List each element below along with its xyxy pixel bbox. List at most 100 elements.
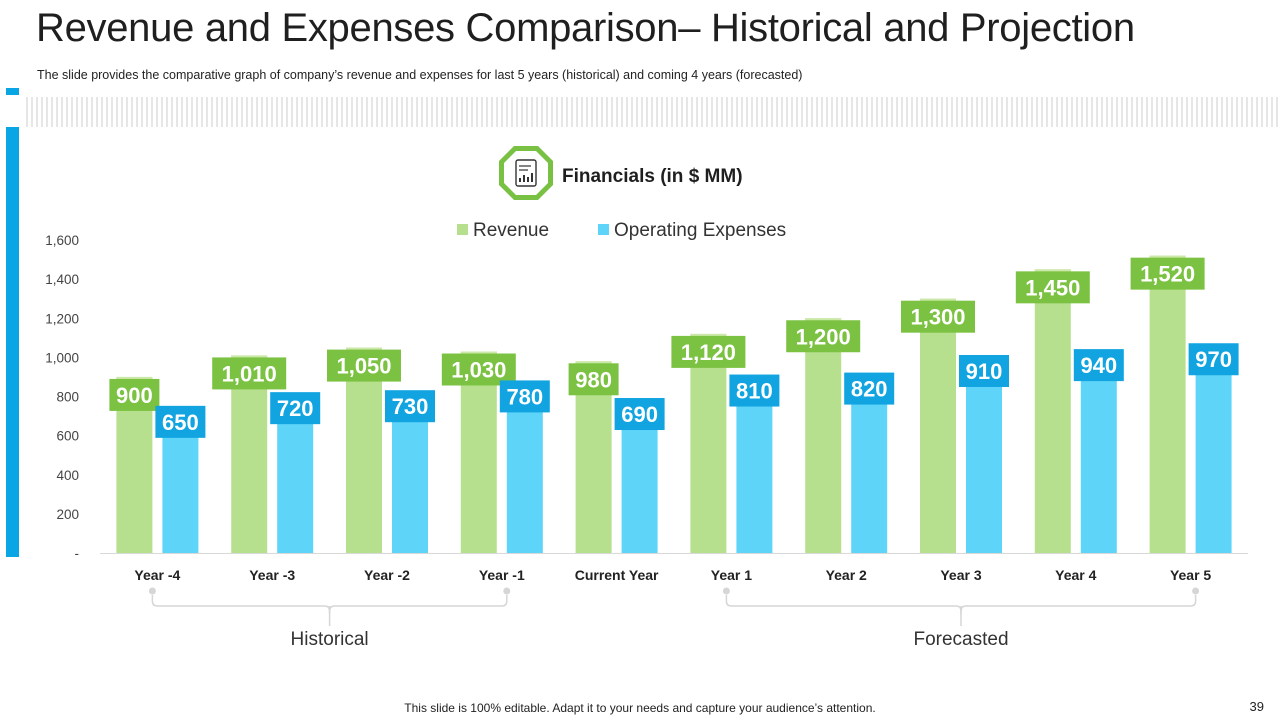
bar-expenses (1080, 369, 1117, 553)
bars-layer: 900 1,010 1,050 1,030 980 1,120 1,200 1,300 1,45… (109, 255, 1239, 553)
bar-revenue (920, 298, 956, 553)
bar-expenses (506, 400, 543, 553)
data-label-box (1015, 271, 1090, 304)
x-tick-label: Year -1 (479, 567, 525, 583)
bar-revenue (1034, 269, 1071, 553)
data-label-box (1130, 257, 1205, 290)
bar-expenses (392, 410, 428, 553)
x-tick-label: Year -2 (364, 567, 410, 583)
chart-title: Financials (in $ MM) (562, 166, 743, 187)
data-label: 1,200 (796, 324, 851, 349)
data-label: 650 (162, 410, 199, 435)
data-label: 940 (1080, 353, 1117, 378)
group-historical-bracket (151, 595, 508, 614)
bar-expenses (966, 374, 1002, 553)
footer-note: This slide is 100% editable. Adapt it to… (404, 701, 876, 715)
legend-swatch-1 (598, 224, 609, 235)
data-label: 780 (506, 384, 543, 409)
y-axis: - 200 400 600 800 1,000 1,200 1,400 1,600 (45, 233, 79, 561)
data-label: 970 (1195, 347, 1232, 372)
data-label-box (729, 374, 780, 407)
data-label-box (786, 320, 861, 353)
x-tick-label: Year 2 (826, 567, 867, 583)
bar-revenue (805, 318, 842, 553)
financial-report-icon (499, 146, 553, 200)
accent-marker (6, 88, 19, 95)
y-tick-label: 600 (56, 429, 79, 444)
data-label: 1,450 (1025, 275, 1080, 300)
y-tick-label: 1,000 (45, 350, 79, 365)
group-forecasted-bracket (725, 595, 1197, 614)
y-tick-label: 1,400 (45, 272, 79, 287)
y-tick-label: 200 (56, 507, 79, 522)
bar-revenue (1149, 255, 1186, 553)
x-tick-label: Year 4 (1055, 567, 1096, 583)
dotted-divider (26, 97, 1280, 127)
x-tick-label: Current Year (575, 567, 659, 583)
y-tick-label: - (75, 546, 80, 561)
data-label: 1,050 (336, 354, 391, 379)
data-label-box (568, 363, 619, 396)
data-label-box (499, 380, 550, 413)
bar-revenue (690, 333, 727, 553)
period-groups: Historical Forecasted (148, 587, 1200, 650)
data-label-box (109, 378, 160, 411)
bar-expenses (736, 394, 773, 553)
x-tick-label: Year -4 (134, 567, 180, 583)
data-label: 1,520 (1140, 262, 1195, 287)
data-label: 810 (736, 379, 773, 404)
group-historical-label: Historical (291, 629, 369, 650)
page-number: 39 (1249, 699, 1264, 714)
data-label: 1,300 (910, 305, 965, 330)
bar-expenses (162, 425, 199, 553)
data-label: 820 (851, 377, 888, 402)
slide-title: Revenue and Expenses Comparison– Histori… (36, 6, 1135, 50)
data-label-box (901, 300, 975, 333)
data-label-box (212, 357, 287, 390)
data-label-box (1073, 349, 1124, 382)
x-tick-label: Year 1 (711, 567, 752, 583)
data-label: 720 (277, 396, 314, 421)
group-forecasted-dot-left (722, 587, 730, 595)
data-label-box (441, 353, 516, 386)
y-tick-label: 800 (56, 390, 79, 405)
data-label: 1,120 (681, 340, 736, 365)
bar-expenses (621, 418, 658, 553)
data-label-box (1188, 343, 1239, 376)
data-label-box (844, 372, 895, 405)
x-tick-label: Year -3 (249, 567, 295, 583)
x-tick-label: Year 3 (940, 567, 981, 583)
data-label-box (155, 405, 206, 438)
y-tick-label: 1,600 (45, 233, 79, 248)
legend-label-0: Revenue (473, 220, 549, 241)
data-label-box (614, 398, 665, 431)
data-label-box (671, 335, 746, 368)
bar-expenses (851, 392, 888, 553)
x-tick-label: Year 5 (1170, 567, 1211, 583)
group-forecasted-dot-right (1192, 587, 1200, 595)
data-label-box (385, 390, 435, 423)
chart-header: Financials (in $ MM) (499, 146, 743, 200)
bar-expenses (1195, 363, 1232, 553)
data-label: 980 (575, 367, 612, 392)
data-label-box (959, 354, 1009, 387)
bar-revenue (346, 347, 382, 553)
slide-subtitle: The slide provides the comparative graph… (37, 68, 803, 82)
data-label-box (327, 349, 401, 382)
legend-label-1: Operating Expenses (614, 220, 786, 241)
data-label: 1,010 (222, 361, 277, 386)
data-label-box (270, 392, 321, 425)
data-label: 1,030 (451, 358, 506, 383)
chart-legend: Revenue Operating Expenses (457, 220, 786, 241)
group-historical-dot-right (503, 587, 511, 595)
data-label: 900 (116, 383, 153, 408)
group-historical-dot-left (148, 587, 156, 595)
y-tick-label: 1,200 (45, 311, 79, 326)
y-tick-label: 400 (56, 468, 79, 483)
data-label: 910 (966, 359, 1003, 384)
group-forecasted-label: Forecasted (913, 629, 1008, 650)
bar-expenses (277, 412, 314, 553)
data-label: 690 (621, 402, 658, 427)
x-axis: Year -4 Year -3 Year -2 Year -1 Current Year… (100, 553, 1248, 583)
